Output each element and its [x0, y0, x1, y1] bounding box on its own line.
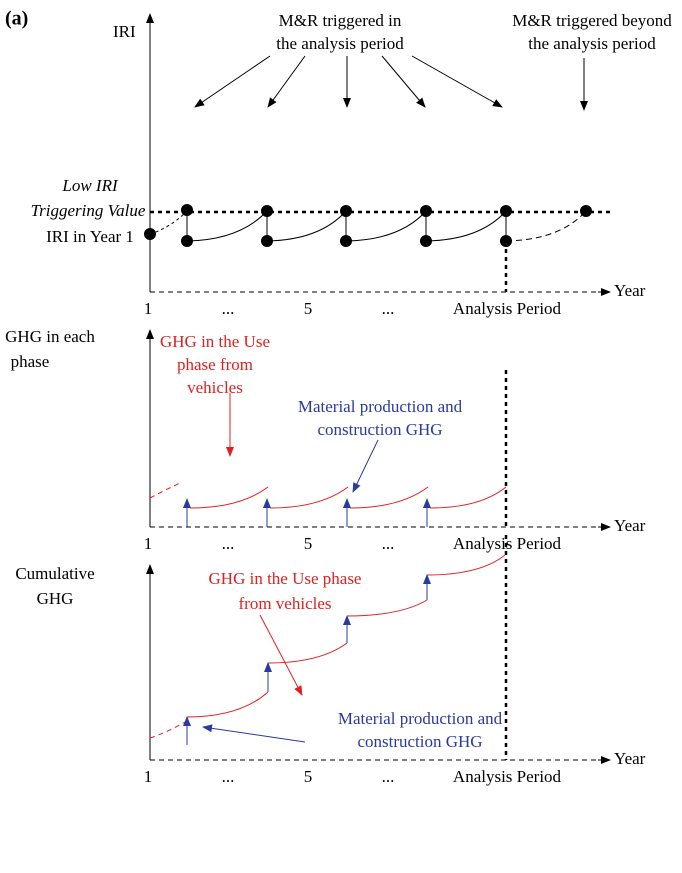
x-tick-label: 5 [304, 767, 313, 786]
y-label: GHG in each [5, 327, 95, 346]
note: the analysis period [528, 34, 656, 53]
note: GHG in the Use phase [209, 569, 362, 588]
x-tick-label: ... [222, 534, 235, 553]
panel-cumulative [146, 535, 611, 764]
note: the analysis period [276, 34, 404, 53]
x-tick-label: Analysis Period [453, 767, 562, 786]
note: GHG in the Use [160, 332, 270, 351]
note: phase from [177, 355, 253, 374]
panel-iri [144, 13, 612, 296]
note: M&R triggered beyond [512, 11, 672, 30]
note: Material production and [298, 397, 463, 416]
y-label: Cumulative [15, 564, 94, 583]
note: Triggering Value [31, 201, 146, 220]
x-tick-label: ... [382, 534, 395, 553]
note: vehicles [187, 378, 243, 397]
x-tick-label: 1 [144, 767, 153, 786]
figure-label: (a) [5, 8, 28, 30]
axis-labels: Year 1... 5... Analysis Period Year 1... 5... A… [144, 281, 646, 786]
note: M&R triggered in [279, 11, 402, 30]
y-label: GHG [37, 589, 74, 608]
note: IRI in Year 1 [46, 227, 134, 246]
x-tick-label: ... [222, 299, 235, 318]
note: Low IRI [61, 176, 119, 195]
x-axis-label: Year [614, 516, 646, 535]
x-axis-label: Year [614, 749, 646, 768]
note: from vehicles [239, 594, 332, 613]
x-tick-label: 5 [304, 299, 313, 318]
x-tick-label: 1 [144, 299, 153, 318]
x-tick-label: Analysis Period [453, 299, 562, 318]
panel-ghg-phase [146, 329, 611, 531]
note: Material production and [338, 709, 503, 728]
x-axis-label: Year [614, 281, 646, 300]
y-label: phase [11, 352, 50, 371]
y-label: IRI [113, 22, 136, 41]
x-tick-label: ... [382, 767, 395, 786]
x-tick-label: Analysis Period [453, 534, 562, 553]
x-tick-label: 5 [304, 534, 313, 553]
x-tick-label: ... [222, 767, 235, 786]
note: construction GHG [357, 732, 482, 751]
x-tick-label: ... [382, 299, 395, 318]
x-tick-label: 1 [144, 534, 153, 553]
note: construction GHG [317, 420, 442, 439]
